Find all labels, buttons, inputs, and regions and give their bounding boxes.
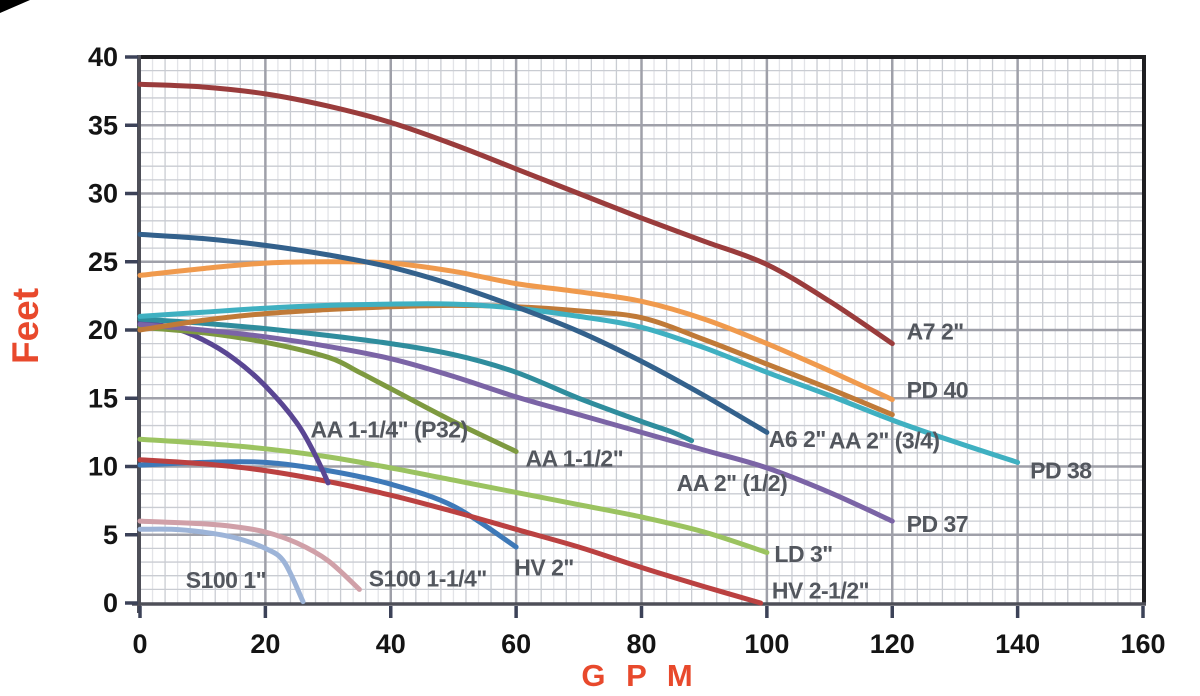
curve-a6-2	[137, 231, 770, 435]
curve-label-a7-2: A7 2"	[907, 318, 964, 344]
x-tick-label-0: 0	[132, 629, 147, 659]
curve-label-hv-2: HV 2"	[514, 555, 574, 581]
curve-label-s100-1-1-4: S100 1-1/4"	[369, 565, 487, 591]
y-tick-label-25: 25	[88, 247, 118, 277]
curve-label-aa-1-1-2: AA 1-1/2"	[526, 445, 624, 471]
y-tick-label-35: 35	[88, 110, 118, 140]
y-tick-label-20: 20	[88, 315, 118, 345]
curve-hv-2-1-2	[137, 457, 764, 606]
pump-curves	[137, 81, 1021, 606]
y-tick-label-15: 15	[88, 383, 118, 413]
axis-tick-marks	[125, 55, 1145, 618]
x-tick-label-60: 60	[501, 629, 531, 659]
x-tick-label-140: 140	[995, 629, 1040, 659]
x-tick-label-40: 40	[376, 629, 406, 659]
curve-pd-40	[137, 259, 895, 403]
x-tick-label-160: 160	[1120, 629, 1165, 659]
curve-label-pd-37: PD 37	[907, 511, 968, 537]
curve-label-s100-1: S100 1"	[186, 567, 266, 593]
curve-pd-38	[137, 301, 1021, 465]
x-axis-title: G P M	[581, 658, 698, 693]
x-tick-label-20: 20	[250, 629, 280, 659]
x-tick-label-80: 80	[626, 629, 656, 659]
curve-label-pd-38: PD 38	[1030, 458, 1092, 484]
curve-label-pd-40: PD 40	[907, 377, 968, 403]
x-tick-label-100: 100	[744, 629, 789, 659]
curve-s100-1-1-4	[137, 518, 362, 592]
y-tick-label-40: 40	[88, 42, 118, 72]
x-tick-label-120: 120	[870, 629, 915, 659]
y-tick-label-0: 0	[103, 588, 118, 618]
curve-aa-2-1-2	[137, 316, 695, 444]
curve-aa-1-1-2	[137, 324, 519, 454]
plot-frame	[132, 55, 1146, 613]
curve-labels: S100 1" S100 1-1/4" HV 2" HV 2-1/2" LD 3" AA …	[186, 318, 1093, 603]
curve-label-aa-2-3-4: AA 2" (3/4)	[829, 428, 940, 454]
y-tick-label-30: 30	[88, 179, 118, 209]
y-tick-label-5: 5	[103, 520, 118, 550]
curve-label-a6-2: A6 2"	[769, 426, 826, 452]
curve-label-ld-3: LD 3"	[774, 541, 832, 567]
curve-a7-2	[137, 81, 895, 347]
y-tick-label-10: 10	[88, 452, 118, 482]
axis-tick-labels: 0 20 40 60 80 100 120 140 160 0 5 10 15 20 25 30 35 40	[88, 42, 1166, 659]
y-axis-title: Feet	[5, 288, 46, 364]
curve-ld-3	[137, 436, 770, 555]
curve-s100-1	[137, 526, 306, 605]
curve-pd-37	[137, 322, 895, 524]
corner-artifact	[0, 0, 30, 13]
curve-label-hv-2-1-2: HV 2-1/2"	[772, 578, 869, 604]
curve-label-aa-2-1-2: AA 2" (1/2)	[677, 470, 788, 496]
curve-label-aa-1-1-4-p32: AA 1-1/4" (P32)	[311, 417, 468, 443]
